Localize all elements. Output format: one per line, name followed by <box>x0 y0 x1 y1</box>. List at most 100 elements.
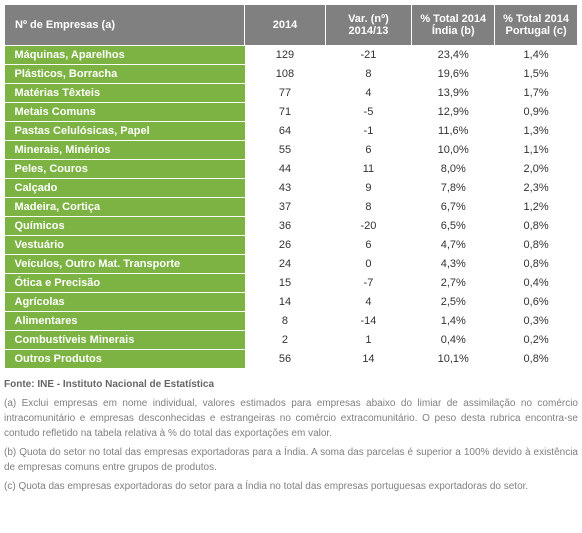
row-label: Matérias Têxteis <box>5 84 245 103</box>
table-row: Vestuário2664,7%0,8% <box>5 236 578 255</box>
row-label: Químicos <box>5 217 245 236</box>
row-portugal: 0,8% <box>495 236 578 255</box>
row-label: Outros Produtos <box>5 350 245 369</box>
row-2014: 2 <box>245 331 325 350</box>
row-label: Máquinas, Aparelhos <box>5 46 245 65</box>
row-2014: 37 <box>245 198 325 217</box>
row-var: -20 <box>325 217 412 236</box>
header-2014: 2014 <box>245 5 325 46</box>
row-india: 6,7% <box>412 198 495 217</box>
row-portugal: 0,3% <box>495 312 578 331</box>
row-india: 4,3% <box>412 255 495 274</box>
header-portugal: % Total 2014 Portugal (c) <box>495 5 578 46</box>
row-var: 8 <box>325 65 412 84</box>
row-portugal: 1,4% <box>495 46 578 65</box>
row-portugal: 1,3% <box>495 122 578 141</box>
row-india: 10,1% <box>412 350 495 369</box>
row-2014: 36 <box>245 217 325 236</box>
row-var: 14 <box>325 350 412 369</box>
row-var: 11 <box>325 160 412 179</box>
row-india: 4,7% <box>412 236 495 255</box>
row-portugal: 0,9% <box>495 103 578 122</box>
table-row: Alimentares8-141,4%0,3% <box>5 312 578 331</box>
row-india: 0,4% <box>412 331 495 350</box>
row-india: 10,0% <box>412 141 495 160</box>
row-var: 8 <box>325 198 412 217</box>
row-india: 19,6% <box>412 65 495 84</box>
header-row: Nº de Empresas (a) 2014 Var. (nº) 2014/1… <box>5 5 578 46</box>
row-portugal: 1,7% <box>495 84 578 103</box>
row-portugal: 0,8% <box>495 217 578 236</box>
row-label: Peles, Couros <box>5 160 245 179</box>
table-row: Plásticos, Borracha108819,6%1,5% <box>5 65 578 84</box>
footnote-b: (b) Quota do setor no total das empresas… <box>4 445 578 475</box>
row-var: 4 <box>325 84 412 103</box>
row-portugal: 0,2% <box>495 331 578 350</box>
row-2014: 56 <box>245 350 325 369</box>
row-india: 7,8% <box>412 179 495 198</box>
row-var: 1 <box>325 331 412 350</box>
footnotes: Fonte: INE - Instituto Nacional de Estat… <box>4 377 578 494</box>
table-row: Outros Produtos561410,1%0,8% <box>5 350 578 369</box>
row-var: -7 <box>325 274 412 293</box>
header-india: % Total 2014 Índia (b) <box>412 5 495 46</box>
table-row: Matérias Têxteis77413,9%1,7% <box>5 84 578 103</box>
row-2014: 26 <box>245 236 325 255</box>
row-india: 6,5% <box>412 217 495 236</box>
row-india: 2,5% <box>412 293 495 312</box>
row-india: 1,4% <box>412 312 495 331</box>
row-var: -5 <box>325 103 412 122</box>
table-body: Máquinas, Aparelhos129-2123,4%1,4%Plásti… <box>5 46 578 369</box>
row-india: 11,6% <box>412 122 495 141</box>
row-var: 9 <box>325 179 412 198</box>
row-label: Minerais, Minérios <box>5 141 245 160</box>
row-india: 13,9% <box>412 84 495 103</box>
footnote-source: Fonte: INE - Instituto Nacional de Estat… <box>4 377 578 392</box>
row-2014: 129 <box>245 46 325 65</box>
row-2014: 43 <box>245 179 325 198</box>
row-var: 0 <box>325 255 412 274</box>
row-2014: 77 <box>245 84 325 103</box>
row-label: Ótica e Precisão <box>5 274 245 293</box>
row-portugal: 0,8% <box>495 255 578 274</box>
footnote-c: (c) Quota das empresas exportadoras do s… <box>4 479 578 494</box>
row-var: 4 <box>325 293 412 312</box>
row-label: Vestuário <box>5 236 245 255</box>
footnote-a: (a) Exclui empresas em nome individual, … <box>4 396 578 441</box>
header-label: Nº de Empresas (a) <box>5 5 245 46</box>
row-label: Alimentares <box>5 312 245 331</box>
row-2014: 14 <box>245 293 325 312</box>
table-row: Minerais, Minérios55610,0%1,1% <box>5 141 578 160</box>
row-2014: 15 <box>245 274 325 293</box>
row-label: Plásticos, Borracha <box>5 65 245 84</box>
row-portugal: 2,0% <box>495 160 578 179</box>
row-portugal: 0,4% <box>495 274 578 293</box>
row-label: Veículos, Outro Mat. Transporte <box>5 255 245 274</box>
row-portugal: 1,2% <box>495 198 578 217</box>
row-2014: 24 <box>245 255 325 274</box>
row-var: -21 <box>325 46 412 65</box>
row-2014: 8 <box>245 312 325 331</box>
companies-table: Nº de Empresas (a) 2014 Var. (nº) 2014/1… <box>4 4 578 369</box>
row-india: 2,7% <box>412 274 495 293</box>
row-label: Calçado <box>5 179 245 198</box>
table-row: Calçado4397,8%2,3% <box>5 179 578 198</box>
table-row: Combustíveis Minerais210,4%0,2% <box>5 331 578 350</box>
table-row: Pastas Celulósicas, Papel64-111,6%1,3% <box>5 122 578 141</box>
table-row: Peles, Couros44118,0%2,0% <box>5 160 578 179</box>
row-var: 6 <box>325 236 412 255</box>
row-portugal: 1,5% <box>495 65 578 84</box>
row-portugal: 0,8% <box>495 350 578 369</box>
header-var: Var. (nº) 2014/13 <box>325 5 412 46</box>
row-label: Combustíveis Minerais <box>5 331 245 350</box>
table-row: Metais Comuns71-512,9%0,9% <box>5 103 578 122</box>
row-label: Madeira, Cortiça <box>5 198 245 217</box>
row-2014: 108 <box>245 65 325 84</box>
table-row: Madeira, Cortiça3786,7%1,2% <box>5 198 578 217</box>
row-var: 6 <box>325 141 412 160</box>
row-var: -14 <box>325 312 412 331</box>
row-portugal: 1,1% <box>495 141 578 160</box>
row-india: 23,4% <box>412 46 495 65</box>
row-label: Metais Comuns <box>5 103 245 122</box>
row-portugal: 0,6% <box>495 293 578 312</box>
